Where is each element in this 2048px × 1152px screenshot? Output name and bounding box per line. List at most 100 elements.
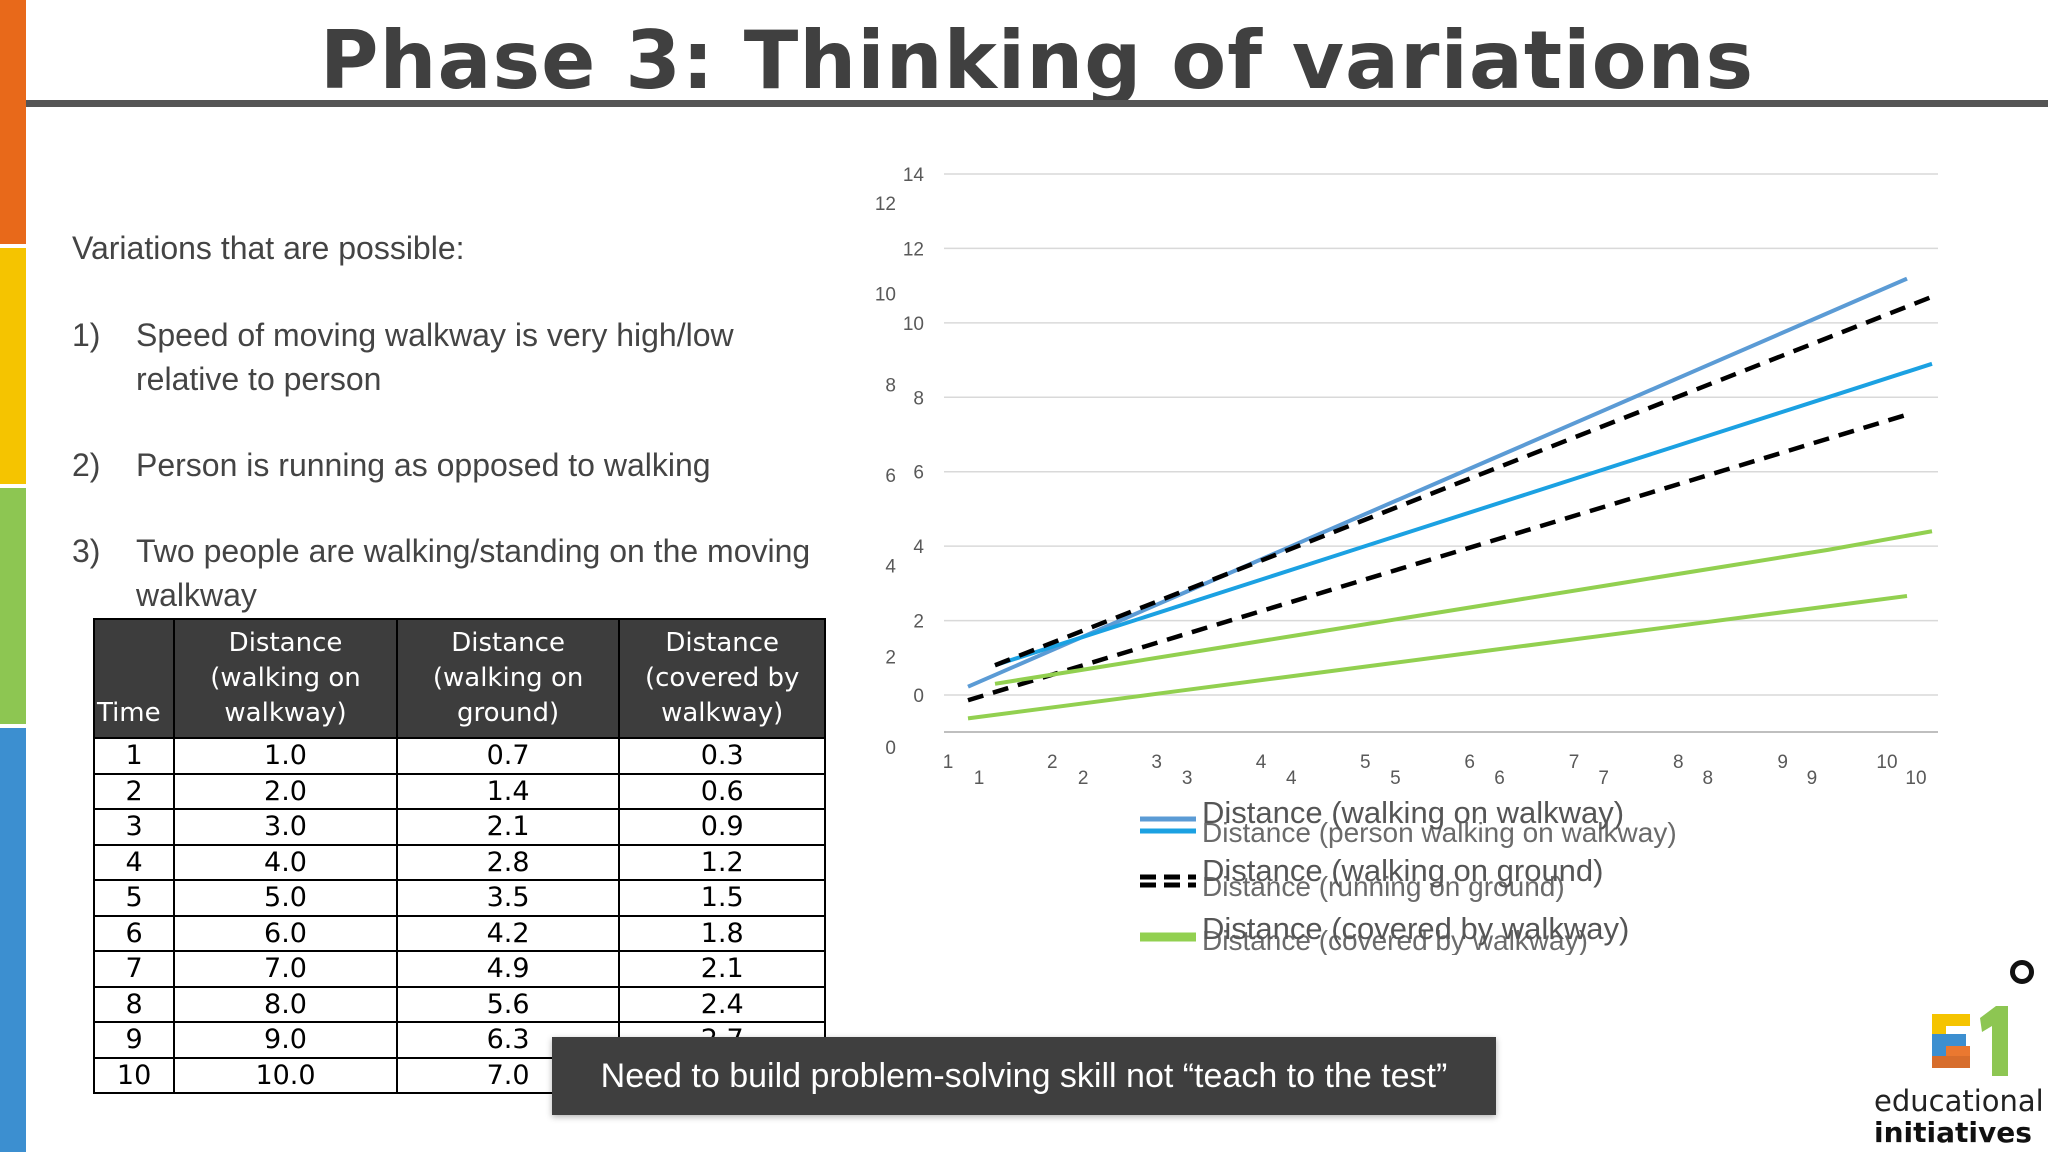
- table-header-walkway: Distance (walking on walkway): [173, 618, 398, 739]
- variations-intro: Variations that are possible:: [72, 230, 465, 266]
- table-cell: 2.8: [395, 843, 621, 881]
- e1-logo-icon: [1932, 1006, 2008, 1076]
- x-tick-label: 8: [1702, 768, 1713, 789]
- table-cell: 0.3: [618, 737, 826, 775]
- table-cell: 7.0: [173, 950, 398, 988]
- table-cell: 8: [92, 985, 176, 1023]
- x-tick-label: 4: [1256, 752, 1267, 773]
- table-row: 4 4.0 2.8 1.2: [92, 843, 826, 881]
- y-tick-label: 6: [885, 466, 896, 487]
- table-cell: 4.0: [173, 843, 398, 881]
- educational-initiatives-logo: educational initiatives: [1874, 960, 2044, 1150]
- logo-text-line1: educational: [1874, 1084, 2044, 1118]
- table-cell: 2: [92, 772, 176, 810]
- variation-text: Speed of moving walkway is very high/low…: [136, 317, 734, 397]
- variation-text: Two people are walking/standing on the m…: [136, 533, 811, 613]
- table-cell: 2.4: [618, 985, 826, 1023]
- x-tick-label: 5: [1390, 768, 1401, 789]
- x-tick-label: 4: [1286, 768, 1297, 789]
- table-cell: 3: [92, 808, 176, 846]
- x-tick-label: 7: [1569, 752, 1580, 773]
- accent-bar-green: [0, 488, 26, 724]
- variations-list: Variations that are possible: 1) Speed o…: [72, 230, 832, 659]
- table-cell: 2.1: [618, 950, 826, 988]
- x-tick-label: 8: [1673, 752, 1684, 773]
- table-cell: 1.2: [618, 843, 826, 881]
- accent-bar-orange: [0, 0, 26, 244]
- y-tick-label: 6: [913, 463, 924, 484]
- accent-bar-yellow: [0, 248, 26, 484]
- distance-table: Time Distance (walking on walkway) Dista…: [92, 618, 826, 1094]
- legend-label: Distance (walking on walkway): [1202, 795, 1624, 830]
- x-tick-label: 3: [1151, 752, 1162, 773]
- title-underline: [26, 100, 2048, 107]
- y-tick-label: 12: [875, 194, 896, 215]
- y-tick-label: 4: [913, 537, 924, 558]
- table-cell: 10: [92, 1056, 176, 1094]
- table-cell: 0.9: [618, 808, 826, 846]
- x-tick-label: 1: [943, 752, 954, 773]
- y-tick-label: 10: [903, 314, 924, 335]
- table-cell: 0.7: [395, 737, 621, 775]
- y-tick-label: 4: [885, 557, 896, 578]
- caption-banner: Need to build problem-solving skill not …: [552, 1037, 1496, 1115]
- x-tick-label: 6: [1494, 768, 1505, 789]
- table-cell: 0.6: [618, 772, 826, 810]
- x-tick-label: 1: [974, 768, 985, 789]
- y-tick-label: 0: [913, 686, 924, 707]
- table-cell: 4: [92, 843, 176, 881]
- legend-label: Distance (covered by walkway): [1202, 925, 1588, 955]
- variation-item: 1) Speed of moving walkway is very high/…: [72, 313, 832, 401]
- table-header-ground: Distance (walking on ground): [395, 618, 621, 739]
- table-cell: 3.0: [173, 808, 398, 846]
- chart-a-series-line-0: [967, 276, 1908, 689]
- variation-number: 2): [72, 447, 101, 483]
- chart-a-series-line-1: [967, 412, 1908, 703]
- table-cell: 6: [92, 914, 176, 952]
- x-tick-label: 3: [1182, 768, 1193, 789]
- table-header-time: Time: [92, 618, 176, 739]
- x-tick-label: 2: [1047, 752, 1058, 773]
- table-row: 8 8.0 5.6 2.4: [92, 985, 826, 1023]
- table-cell: 1.8: [618, 914, 826, 952]
- variation-number: 3): [72, 533, 101, 569]
- table-row: 7 7.0 4.9 2.1: [92, 950, 826, 988]
- variation-number: 1): [72, 317, 101, 353]
- table-cell: 7: [92, 950, 176, 988]
- table-cell: 6.0: [173, 914, 398, 952]
- legend-label: Distance (running on ground): [1202, 871, 1565, 902]
- variation-text: Person is running as opposed to walking: [136, 447, 711, 483]
- table-header-row: Time Distance (walking on walkway) Dista…: [92, 618, 826, 739]
- y-tick-label: 8: [913, 388, 924, 409]
- table-cell: 5.0: [173, 879, 398, 917]
- table-cell: 9: [92, 1021, 176, 1059]
- table-header-covered: Distance (covered by walkway): [618, 618, 826, 739]
- y-tick-label: 2: [885, 647, 896, 668]
- y-tick-label: 12: [903, 239, 924, 260]
- x-tick-label: 10: [1905, 768, 1926, 789]
- legend-label: Distance (covered by walkway): [1202, 911, 1629, 946]
- logo-text-line2: initiatives: [1874, 1116, 2032, 1149]
- chart-b-series-line-2: [994, 529, 1933, 686]
- table-cell: 1.0: [173, 737, 398, 775]
- x-tick-label: 5: [1360, 752, 1371, 773]
- table-cell: 4.9: [395, 950, 621, 988]
- table-row: 3 3.0 2.1 0.9: [92, 808, 826, 846]
- x-tick-label: 10: [1876, 752, 1897, 773]
- x-tick-label: 7: [1598, 768, 1609, 789]
- accent-bar-blue: [0, 728, 26, 1152]
- table-row: 1 1.0 0.7 0.3: [92, 737, 826, 775]
- chart-b-series-line-1: [994, 294, 1933, 668]
- x-tick-label: 6: [1464, 752, 1475, 773]
- table-row: 6 6.0 4.2 1.8: [92, 914, 826, 952]
- table-cell: 5: [92, 879, 176, 917]
- variation-item: 2) Person is running as opposed to walki…: [72, 443, 832, 487]
- table-cell: 4.2: [395, 914, 621, 952]
- x-tick-label: 9: [1807, 768, 1818, 789]
- variation-item: 3) Two people are walking/standing on th…: [72, 529, 832, 617]
- table-cell: 1.5: [618, 879, 826, 917]
- table-cell: 3.5: [395, 879, 621, 917]
- legend-label: Distance (person walking on walkway): [1202, 817, 1677, 848]
- x-tick-label: 2: [1078, 768, 1089, 789]
- y-tick-label: 10: [875, 285, 896, 306]
